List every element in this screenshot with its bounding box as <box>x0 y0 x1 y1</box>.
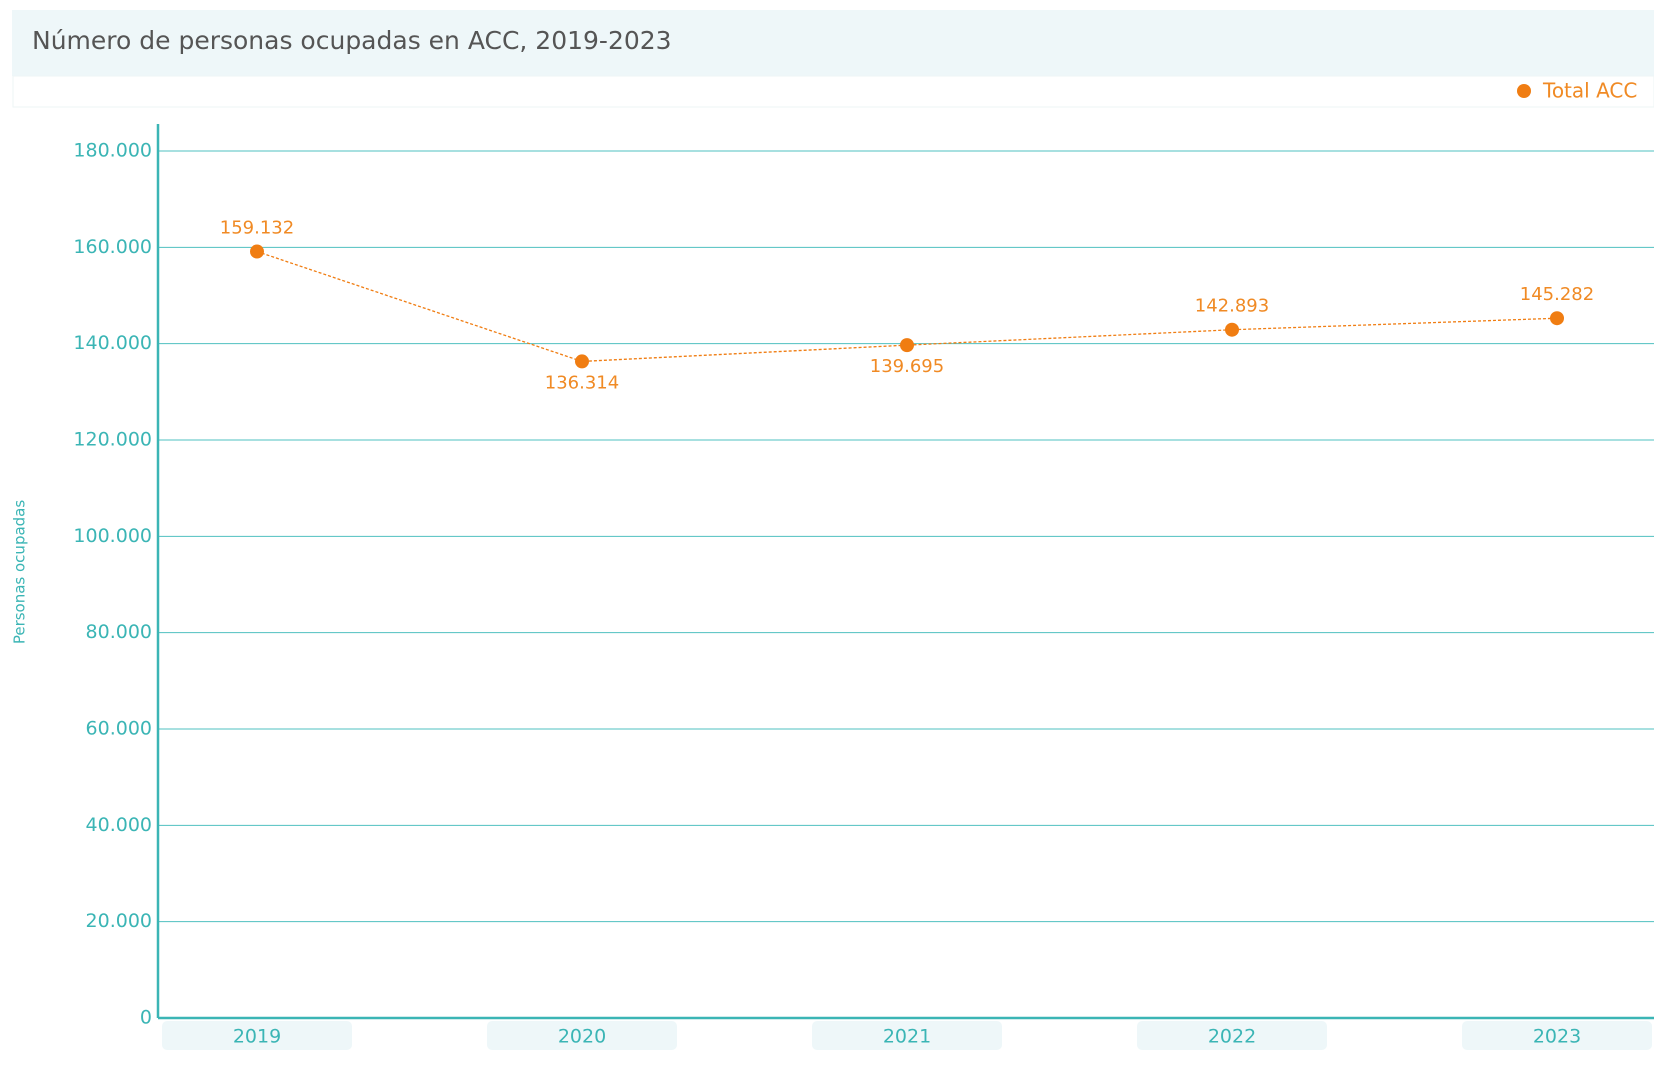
point <box>575 354 589 369</box>
title-bar <box>12 10 1654 76</box>
y-tick-label: 40.000 <box>86 814 152 836</box>
x-tick-box <box>1462 1021 1652 1050</box>
x-tick-label: 2021 <box>883 1026 931 1048</box>
y-axis-label: Personas ocupadas <box>11 500 29 645</box>
y-tick-label: 160.000 <box>73 236 152 258</box>
y-tick-label: 100.000 <box>73 525 152 547</box>
x-tick-box <box>162 1021 352 1050</box>
data-label: 136.314 <box>545 372 619 393</box>
y-tick-label: 80.000 <box>86 621 152 643</box>
point <box>900 338 914 353</box>
y-tick-label: 20.000 <box>86 910 152 932</box>
point <box>1550 311 1564 326</box>
point <box>250 244 264 259</box>
y-tick-label: 60.000 <box>86 718 152 740</box>
x-tick-label: 2020 <box>558 1026 606 1048</box>
y-tick-label: 0 <box>140 1007 152 1029</box>
x-tick-label: 2023 <box>1533 1026 1581 1048</box>
x-tick-label: 2022 <box>1208 1026 1256 1048</box>
chart-title: Número de personas ocupadas en ACC, 2019… <box>32 26 672 55</box>
legend-bar <box>12 75 1654 108</box>
series-line <box>256 250 1558 363</box>
x-tick-box <box>1137 1021 1327 1050</box>
x-tick-box <box>812 1021 1002 1050</box>
y-tick-label: 120.000 <box>73 429 152 451</box>
y-tick-label: 140.000 <box>73 332 152 354</box>
y-tick-label: 180.000 <box>73 140 152 162</box>
data-label: 142.893 <box>1195 296 1269 317</box>
data-label: 159.132 <box>220 218 294 239</box>
data-label: 145.282 <box>1520 284 1594 305</box>
point <box>1225 322 1239 337</box>
x-tick-box <box>487 1021 677 1050</box>
legend-label: Total ACC <box>1542 79 1637 103</box>
x-tick-label: 2019 <box>233 1026 281 1048</box>
data-label: 139.695 <box>870 356 944 377</box>
legend-marker <box>1517 84 1531 98</box>
